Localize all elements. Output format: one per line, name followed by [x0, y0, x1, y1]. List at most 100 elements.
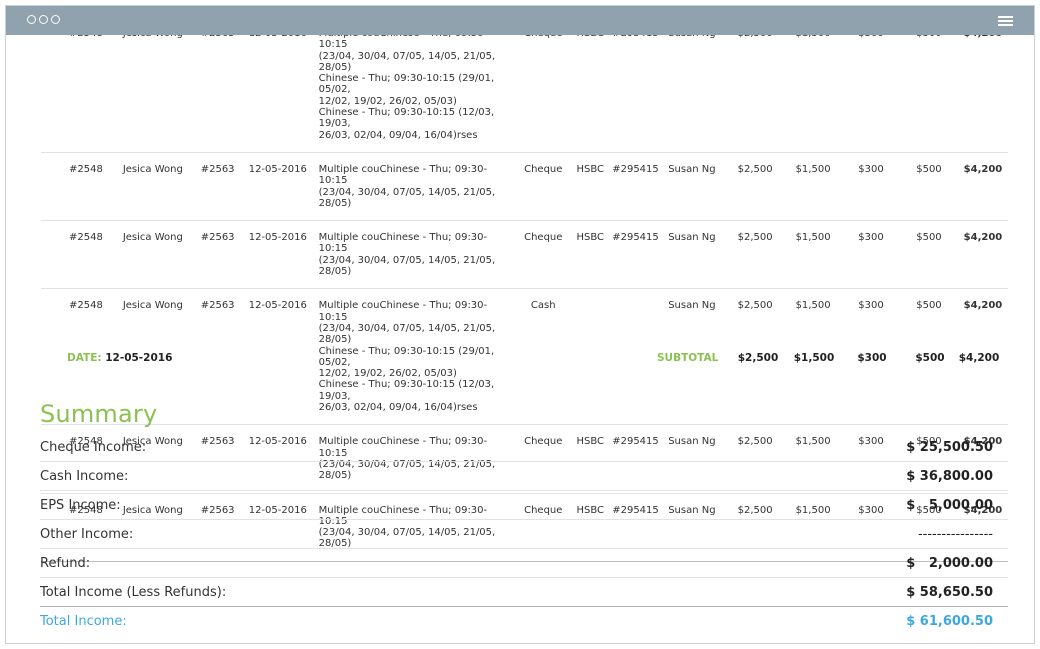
summary-row-refund: Refund: $ 2,000.00 — [40, 549, 1008, 578]
summary-value: $ 2,000.00 — [906, 556, 993, 571]
summary-label: Refund: — [40, 556, 91, 571]
summary-row-cash: Cash Income: $ 36,800.00 — [40, 462, 1008, 491]
staff-name: Susan Ng — [664, 220, 727, 290]
footer-date-value: 12-05-2016 — [105, 352, 173, 364]
payment-method: Cheque — [514, 424, 573, 494]
row-total: $4,200 — [957, 35, 1008, 153]
course-line: (23/04, 30/04, 07/05, 14/05, 21/05, 28/0… — [318, 186, 496, 209]
amount-4: $500 — [899, 220, 958, 290]
subtotal-amount-1: $2,500 — [737, 352, 779, 364]
bank-name — [572, 288, 609, 426]
student-name: Jesica Wong — [106, 493, 197, 562]
staff-name: Susan Ng — [664, 493, 727, 562]
cheque-number: #295415 — [608, 424, 665, 494]
amount-3: $300 — [842, 35, 900, 153]
receipt-number: #2548 — [41, 152, 107, 222]
title-bar — [6, 6, 1034, 35]
summary-label: EPS Income: — [40, 498, 121, 513]
course-line: (23/04, 30/04, 07/05, 14/05, 21/05, 28/0… — [318, 322, 496, 346]
amount-3: $300 — [842, 424, 900, 494]
summary-label: Total Income (Less Refunds): — [40, 585, 227, 600]
course-line: 26/03, 02/04, 09/04, 16/04)rses — [318, 402, 478, 414]
cheque-number: #295415 — [608, 152, 665, 222]
bank-name: HSBC — [572, 35, 609, 153]
payment-method: Cheque — [514, 35, 573, 153]
staff-name: Susan Ng — [664, 152, 727, 222]
summary-value: $ 61,600.50 — [906, 614, 993, 629]
summary-value: ---------------- — [917, 527, 993, 542]
window-dot — [27, 15, 36, 24]
amount-3: $300 — [842, 288, 900, 426]
course-line: (23/04, 30/04, 07/05, 14/05, 21/05, 28/0… — [318, 458, 496, 482]
payment-date: 12-05-2016 — [244, 424, 315, 494]
summary-value: $ 36,800.00 — [906, 469, 993, 484]
summary-label: Cheque Income: — [40, 440, 147, 455]
amount-1: $2,500 — [726, 35, 785, 153]
course-line: Multiple couChinese - Thu; 09:30-10:15 — [318, 436, 488, 459]
amount-1: $2,500 — [726, 152, 785, 222]
payment-method: Cheque — [514, 493, 573, 562]
amount-1: $2,500 — [726, 288, 785, 426]
amount-2: $1,500 — [784, 152, 843, 222]
subtotal-row: DATE: 12-05-2016 SUBTOTAL $2,500 $1,500 … — [41, 348, 1008, 368]
footer-date-label: DATE: — [67, 352, 102, 364]
payment-date: 12-05-2016 — [244, 35, 315, 153]
subtotal-total: $4,200 — [958, 352, 1000, 364]
subtotal-label: SUBTOTAL — [657, 352, 719, 364]
cheque-number: #295415 — [608, 493, 665, 562]
course-line: 26/03, 02/04, 09/04, 16/04)rses — [318, 129, 478, 141]
window-controls-dots-icon[interactable] — [27, 15, 60, 24]
payment-date: 12-05-2016 — [244, 288, 315, 426]
summary-label: Other Income: — [40, 527, 134, 542]
summary-label: Cash Income: — [40, 469, 129, 484]
course-description: Multiple couChinese - Thu; 09:30-10:15(2… — [314, 424, 515, 494]
course-description: Multiple couChinese - Thu; 09:30-10:15(2… — [314, 152, 515, 222]
amount-1: $2,500 — [726, 424, 785, 494]
invoice-number: #2563 — [196, 424, 245, 494]
student-name: Jesica Wong — [106, 152, 197, 222]
amount-3: $300 — [842, 152, 900, 222]
course-line: Chinese - Thu; 09:30-10:15 (29/01, 05/02… — [318, 345, 495, 368]
summary-value: $ 58,650.50 — [906, 585, 993, 600]
window-dot — [51, 15, 60, 24]
amount-4: $500 — [899, 493, 958, 562]
hamburger-menu-icon[interactable] — [998, 16, 1013, 26]
course-line: Multiple couChinese - Thu; 09:30-10:15 — [318, 163, 488, 187]
amount-1: $2,500 — [726, 220, 785, 290]
payment-method: Cheque — [514, 152, 573, 222]
amount-3: $300 — [842, 493, 900, 562]
summary-row-total-income: Total Income: $ 61,600.50 — [40, 607, 1008, 636]
amount-2: $1,500 — [784, 220, 843, 290]
bank-name: HSBC — [572, 424, 609, 494]
window-dot — [39, 15, 48, 24]
course-description: Multiple couChinese - Thu; 09:30-10:15(2… — [314, 220, 515, 290]
staff-name: Susan Ng — [664, 35, 727, 153]
course-line: Chinese - Thu; 09:30-10:15 (12/03, 19/03… — [318, 107, 495, 130]
amount-2: $1,500 — [784, 288, 843, 426]
course-line: Multiple couChinese - Thu; 09:30-10:15 — [318, 504, 488, 527]
amount-1: $2,500 — [726, 493, 785, 562]
course-line: Chinese - Thu; 09:30-10:15 (29/01, 05/02… — [318, 73, 495, 96]
payment-method: Cash — [514, 288, 573, 426]
receipt-number: #2548 — [41, 35, 107, 153]
row-total: $4,200 — [957, 288, 1008, 426]
invoice-number: #2563 — [196, 152, 245, 222]
course-line: Multiple couChinese - Thu; 09:30-10:15 — [318, 232, 488, 255]
summary-row-other: Other Income: ---------------- — [40, 520, 1008, 549]
payment-date: 12-05-2016 — [244, 493, 315, 562]
receipt-number: #2548 — [41, 220, 107, 290]
summary-row-total-less-refunds: Total Income (Less Refunds): $ 58,650.50 — [40, 578, 1008, 607]
summary-title: Summary — [40, 400, 158, 428]
staff-name: Susan Ng — [664, 288, 727, 426]
amount-2: $1,500 — [784, 35, 843, 153]
summary-label: Total Income: — [40, 614, 127, 629]
student-name: Jesica Wong — [106, 424, 197, 494]
payment-date: 12-05-2016 — [244, 220, 315, 290]
subtotal-amount-3: $300 — [857, 352, 887, 364]
